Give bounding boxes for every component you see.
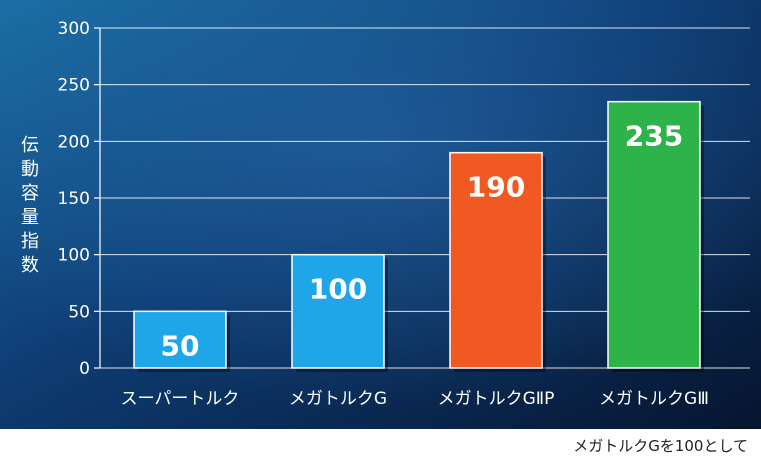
- bars-layer: [133, 100, 704, 373]
- y-tick-label: 100: [58, 246, 90, 266]
- y-tick-label: 50: [68, 302, 90, 322]
- y-axis-label-char: 指: [21, 231, 39, 252]
- bar-value-label: 100: [309, 273, 367, 306]
- bar: [133, 310, 227, 369]
- y-axis-label-char: 数: [21, 255, 39, 276]
- y-axis-label-char: 動: [21, 159, 39, 180]
- bar-value-label: 235: [625, 120, 683, 153]
- category-label: スーパートルク: [121, 389, 240, 409]
- bar: [291, 253, 385, 369]
- category-label: メガトルクG: [289, 389, 387, 409]
- category-label: メガトルクGⅡP: [438, 389, 555, 409]
- bar: [607, 100, 701, 369]
- bar-value-label: 50: [161, 329, 200, 362]
- y-tick-label: 300: [58, 19, 90, 39]
- bar-value-label: 190: [467, 171, 525, 204]
- y-tick-label: 0: [79, 359, 90, 379]
- y-axis-label-char: 量: [21, 207, 39, 228]
- y-tick-label: 250: [58, 76, 90, 96]
- chart-note: メガトルクGを100として: [573, 437, 748, 455]
- y-axis-label-char: 容: [21, 183, 39, 204]
- y-tick-label: 200: [58, 132, 90, 152]
- category-label: メガトルクGⅢ: [599, 389, 709, 409]
- labels-layer: 50 スーパートルク 100 メガトルクG 190 メガトルクGⅡP 235 メガトルクGⅢ: [121, 120, 709, 409]
- y-axis-label-char: 伝: [21, 135, 39, 156]
- bar: [449, 151, 543, 369]
- y-tick-label: 150: [58, 189, 90, 209]
